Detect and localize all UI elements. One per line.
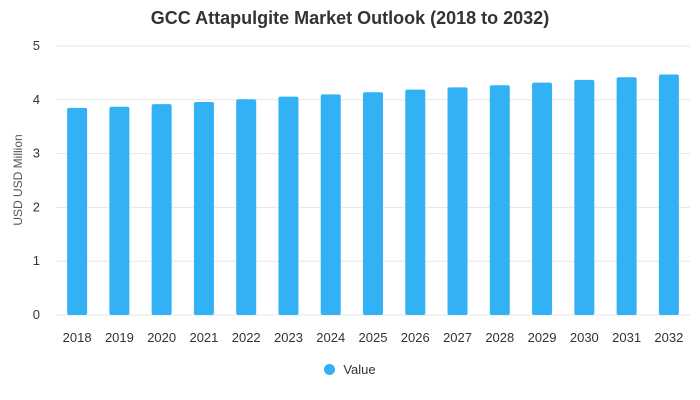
bar-2031[interactable] (616, 77, 637, 315)
x-tick-label: 2018 (63, 330, 92, 345)
bar-2019[interactable] (109, 106, 130, 315)
bar-2026[interactable] (405, 89, 426, 315)
x-tick-label: 2023 (274, 330, 303, 345)
bar-2023[interactable] (278, 96, 299, 316)
bar-2024[interactable] (320, 94, 341, 315)
x-tick-label: 2027 (443, 330, 472, 345)
x-tick-label: 2021 (189, 330, 218, 345)
y-tick-label: 4 (33, 92, 40, 107)
bars (67, 74, 679, 316)
x-tick-label: 2026 (401, 330, 430, 345)
x-tick-label: 2028 (485, 330, 514, 345)
bar-2027[interactable] (447, 87, 468, 316)
x-tick-label: 2030 (570, 330, 599, 345)
bar-2030[interactable] (574, 79, 595, 315)
y-axis-label: USD USD Million (11, 134, 25, 225)
y-tick-label: 5 (33, 38, 40, 53)
legend-label: Value (343, 362, 376, 377)
y-tick-label: 0 (33, 307, 40, 322)
bar-2028[interactable] (489, 85, 510, 315)
bar-2018[interactable] (67, 107, 88, 316)
x-tick-label: 2019 (105, 330, 134, 345)
x-tick-label: 2029 (528, 330, 557, 345)
x-tick-label: 2020 (147, 330, 176, 345)
bar-2029[interactable] (532, 82, 553, 315)
legend: Value (0, 362, 700, 377)
bar-2020[interactable] (151, 104, 172, 315)
x-tick-label: 2032 (654, 330, 683, 345)
chart-title: GCC Attapulgite Market Outlook (2018 to … (150, 8, 550, 28)
bar-2032[interactable] (658, 74, 679, 315)
bar-2022[interactable] (236, 99, 257, 316)
x-tick-label: 2031 (612, 330, 641, 345)
bar-2025[interactable] (363, 92, 383, 315)
y-axis-ticks: 0 1 2 3 4 5 (33, 38, 40, 322)
x-tick-label: 2024 (316, 330, 345, 345)
x-tick-label: 2025 (359, 330, 388, 345)
bar-2021[interactable] (193, 101, 214, 316)
x-axis-ticks: 2018 2019 2020 2021 2022 2023 2024 2025 2026 2027… (63, 330, 684, 345)
legend-swatch (324, 364, 336, 375)
y-tick-label: 2 (33, 199, 40, 214)
y-tick-label: 3 (33, 146, 40, 161)
y-tick-label: 1 (33, 253, 40, 268)
x-tick-label: 2022 (232, 330, 261, 345)
